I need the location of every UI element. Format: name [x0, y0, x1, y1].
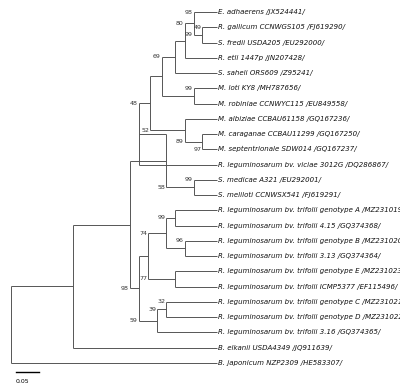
Text: 69: 69 [153, 54, 161, 59]
Text: B. japonicum NZP2309 /HE583307/: B. japonicum NZP2309 /HE583307/ [218, 360, 342, 366]
Text: R. leguminosarum bv. trifolii 4.15 /GQ374368/: R. leguminosarum bv. trifolii 4.15 /GQ37… [218, 223, 380, 229]
Text: R. leguminosarum bv. trifolii genotype E /MZ231023/: R. leguminosarum bv. trifolii genotype E… [218, 268, 400, 275]
Text: S. fredii USDA205 /EU292000/: S. fredii USDA205 /EU292000/ [218, 40, 324, 45]
Text: 96: 96 [176, 238, 184, 243]
Text: R. leguminosarum bv. trifolii genotype D /MZ231022/: R. leguminosarum bv. trifolii genotype D… [218, 314, 400, 320]
Text: 77: 77 [139, 276, 147, 281]
Text: 48: 48 [130, 101, 138, 106]
Text: 98: 98 [185, 10, 193, 15]
Text: S. saheli ORS609 /Z95241/: S. saheli ORS609 /Z95241/ [218, 70, 313, 76]
Text: 74: 74 [139, 231, 147, 236]
Text: R. leguminosarum bv. trifolii 3.16 /GQ374365/: R. leguminosarum bv. trifolii 3.16 /GQ37… [218, 329, 380, 335]
Text: R. gallicum CCNWGS105 /FJ619290/: R. gallicum CCNWGS105 /FJ619290/ [218, 24, 345, 30]
Text: 80: 80 [176, 21, 184, 26]
Text: 98: 98 [121, 286, 129, 291]
Text: S. meliloti CCNWSX541 /FJ619291/: S. meliloti CCNWSX541 /FJ619291/ [218, 192, 340, 198]
Text: 58: 58 [158, 185, 165, 190]
Text: E. adhaerens /JX524441/: E. adhaerens /JX524441/ [218, 9, 305, 15]
Text: R. leguminosarum bv. trifolii genotype B /MZ231020/: R. leguminosarum bv. trifolii genotype B… [218, 238, 400, 244]
Text: 99: 99 [185, 86, 193, 91]
Text: 0.05: 0.05 [16, 379, 30, 384]
Text: M. robiniae CCNWYC115 /EU849558/: M. robiniae CCNWYC115 /EU849558/ [218, 100, 348, 107]
Text: 89: 89 [176, 139, 184, 144]
Text: M. albiziae CCBAU61158 /GQ167236/: M. albiziae CCBAU61158 /GQ167236/ [218, 116, 350, 122]
Text: R. leguminosarum bv. trifolii genotype C /MZ231021/: R. leguminosarum bv. trifolii genotype C… [218, 299, 400, 305]
Text: 99: 99 [157, 216, 165, 220]
Text: 99: 99 [185, 177, 193, 182]
Text: M. caraganae CCBAU11299 /GQ167250/: M. caraganae CCBAU11299 /GQ167250/ [218, 131, 360, 137]
Text: R. etli 1447p /JN207428/: R. etli 1447p /JN207428/ [218, 55, 305, 61]
Text: S. medicae A321 /EU292001/: S. medicae A321 /EU292001/ [218, 177, 321, 183]
Text: 32: 32 [157, 299, 165, 304]
Text: B. elkanii USDA4349 /JQ911639/: B. elkanii USDA4349 /JQ911639/ [218, 345, 332, 350]
Text: 99: 99 [185, 32, 193, 37]
Text: 59: 59 [130, 318, 138, 323]
Text: R. leguminosarum bv. trifolii 3.13 /GQ374364/: R. leguminosarum bv. trifolii 3.13 /GQ37… [218, 253, 380, 259]
Text: 52: 52 [141, 128, 149, 133]
Text: R. leguminosarum bv. trifolii ICMP5377 /EF115496/: R. leguminosarum bv. trifolii ICMP5377 /… [218, 283, 398, 290]
Text: M. loti KY8 /MH787656/: M. loti KY8 /MH787656/ [218, 85, 300, 91]
Text: R. leguminosarum bv. viciae 3012G /DQ286867/: R. leguminosarum bv. viciae 3012G /DQ286… [218, 162, 388, 167]
Text: 97: 97 [193, 147, 201, 152]
Text: 39: 39 [148, 307, 156, 312]
Text: 49: 49 [193, 25, 201, 30]
Text: M. septentrionale SDW014 /GQ167237/: M. septentrionale SDW014 /GQ167237/ [218, 146, 357, 152]
Text: R. leguminosarum bv. trifolii genotype A /MZ231019/: R. leguminosarum bv. trifolii genotype A… [218, 207, 400, 213]
